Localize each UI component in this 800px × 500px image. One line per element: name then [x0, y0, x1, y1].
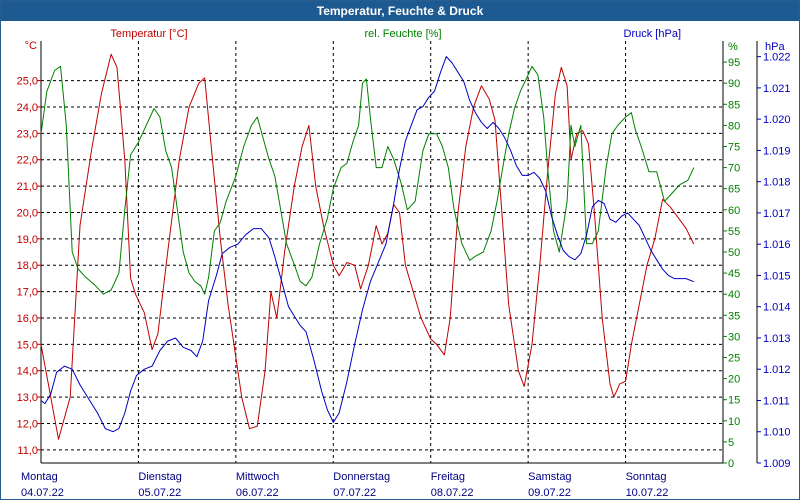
day-weekday-label: Mittwoch — [236, 471, 279, 483]
humidity-tick-label: 40 — [728, 289, 740, 301]
day-weekday-label: Donnerstag — [333, 471, 390, 483]
series-line-press — [40, 56, 694, 433]
temp-tick-label: 20,0 — [17, 207, 38, 219]
series-line-hum — [40, 65, 695, 295]
pressure-tick-label: 1.017 — [763, 208, 791, 220]
pressure-tick-label: 1.013 — [763, 333, 791, 345]
temp-tick-label: 19,0 — [17, 234, 38, 246]
humidity-tick-label: 15 — [728, 395, 740, 407]
temp-tick-label: 25,0 — [17, 76, 38, 88]
humidity-tick-label: 30 — [728, 331, 740, 343]
day-date-label: 10.07.22 — [626, 487, 669, 499]
humidity-unit-label: % — [728, 41, 738, 53]
temp-tick-label: 12,0 — [17, 418, 38, 430]
humidity-tick-label: 85 — [728, 99, 740, 111]
day-weekday-label: Montag — [21, 471, 58, 483]
temp-tick-label: 11,0 — [17, 445, 38, 457]
humidity-tick-label: 80 — [728, 120, 740, 132]
humidity-tick-label: 55 — [728, 226, 740, 238]
day-date-label: 09.07.22 — [528, 487, 571, 499]
humidity-tick-label: 95 — [728, 57, 740, 69]
pressure-tick-label: 1.015 — [763, 270, 791, 282]
temp-tick-label: 14,0 — [17, 366, 38, 378]
humidity-tick-label: 45 — [728, 268, 740, 280]
temp-tick-label: 21,0 — [17, 181, 38, 193]
pressure-tick-label: 1.014 — [763, 302, 791, 314]
temp-tick-label: 17,0 — [17, 287, 38, 299]
temp-tick-label: 24,0 — [17, 102, 38, 114]
temp-tick-label: 23,0 — [17, 128, 38, 140]
pressure-axis-title: Druck [hPa] — [624, 28, 681, 40]
humidity-tick-label: 70 — [728, 163, 740, 175]
pressure-tick-label: 1.018 — [763, 177, 791, 189]
pressure-tick-label: 1.022 — [763, 52, 791, 64]
pressure-tick-label: 1.016 — [763, 239, 791, 251]
pressure-tick-label: 1.020 — [763, 114, 791, 126]
day-date-label: 06.07.22 — [236, 487, 279, 499]
day-date-label: 05.07.22 — [138, 487, 181, 499]
temp-tick-label: 13,0 — [17, 392, 38, 404]
day-weekday-label: Freitag — [431, 471, 465, 483]
humidity-tick-label: 25 — [728, 353, 740, 365]
pressure-tick-label: 1.019 — [763, 145, 791, 157]
day-date-label: 08.07.22 — [431, 487, 474, 499]
humidity-tick-label: 75 — [728, 142, 740, 154]
temp-tick-label: 22,0 — [17, 155, 38, 167]
humidity-tick-label: 20 — [728, 374, 740, 386]
pressure-tick-label: 1.012 — [763, 364, 791, 376]
pressure-tick-label: 1.010 — [763, 427, 791, 439]
temp-unit-label: °C — [25, 40, 37, 52]
pressure-tick-label: 1.021 — [763, 83, 791, 95]
day-weekday-label: Sonntag — [626, 471, 667, 483]
pressure-tick-label: 1.009 — [763, 458, 791, 470]
humidity-tick-label: 50 — [728, 247, 740, 259]
humidity-tick-label: 65 — [728, 184, 740, 196]
pressure-tick-label: 1.011 — [763, 395, 790, 407]
humidity-tick-label: 5 — [728, 437, 734, 449]
day-date-label: 04.07.22 — [21, 487, 64, 499]
pressure-unit-label: hPa — [765, 41, 785, 53]
humidity-tick-label: 35 — [728, 310, 740, 322]
humidity-tick-label: 0 — [728, 458, 734, 470]
humidity-tick-label: 10 — [728, 416, 740, 428]
temp-tick-label: 15,0 — [17, 339, 38, 351]
day-weekday-label: Dienstag — [138, 471, 181, 483]
humidity-axis-title: rel. Feuchte [%] — [364, 28, 441, 40]
window-title: Temperatur, Feuchte & Druck — [1, 1, 799, 21]
temp-axis-title: Temperatur [°C] — [110, 28, 187, 40]
day-weekday-label: Samstag — [528, 471, 571, 483]
temp-tick-label: 18,0 — [17, 260, 38, 272]
temp-tick-label: 16,0 — [17, 313, 38, 325]
humidity-tick-label: 90 — [728, 78, 740, 90]
day-date-label: 07.07.22 — [333, 487, 376, 499]
humidity-tick-label: 60 — [728, 205, 740, 217]
